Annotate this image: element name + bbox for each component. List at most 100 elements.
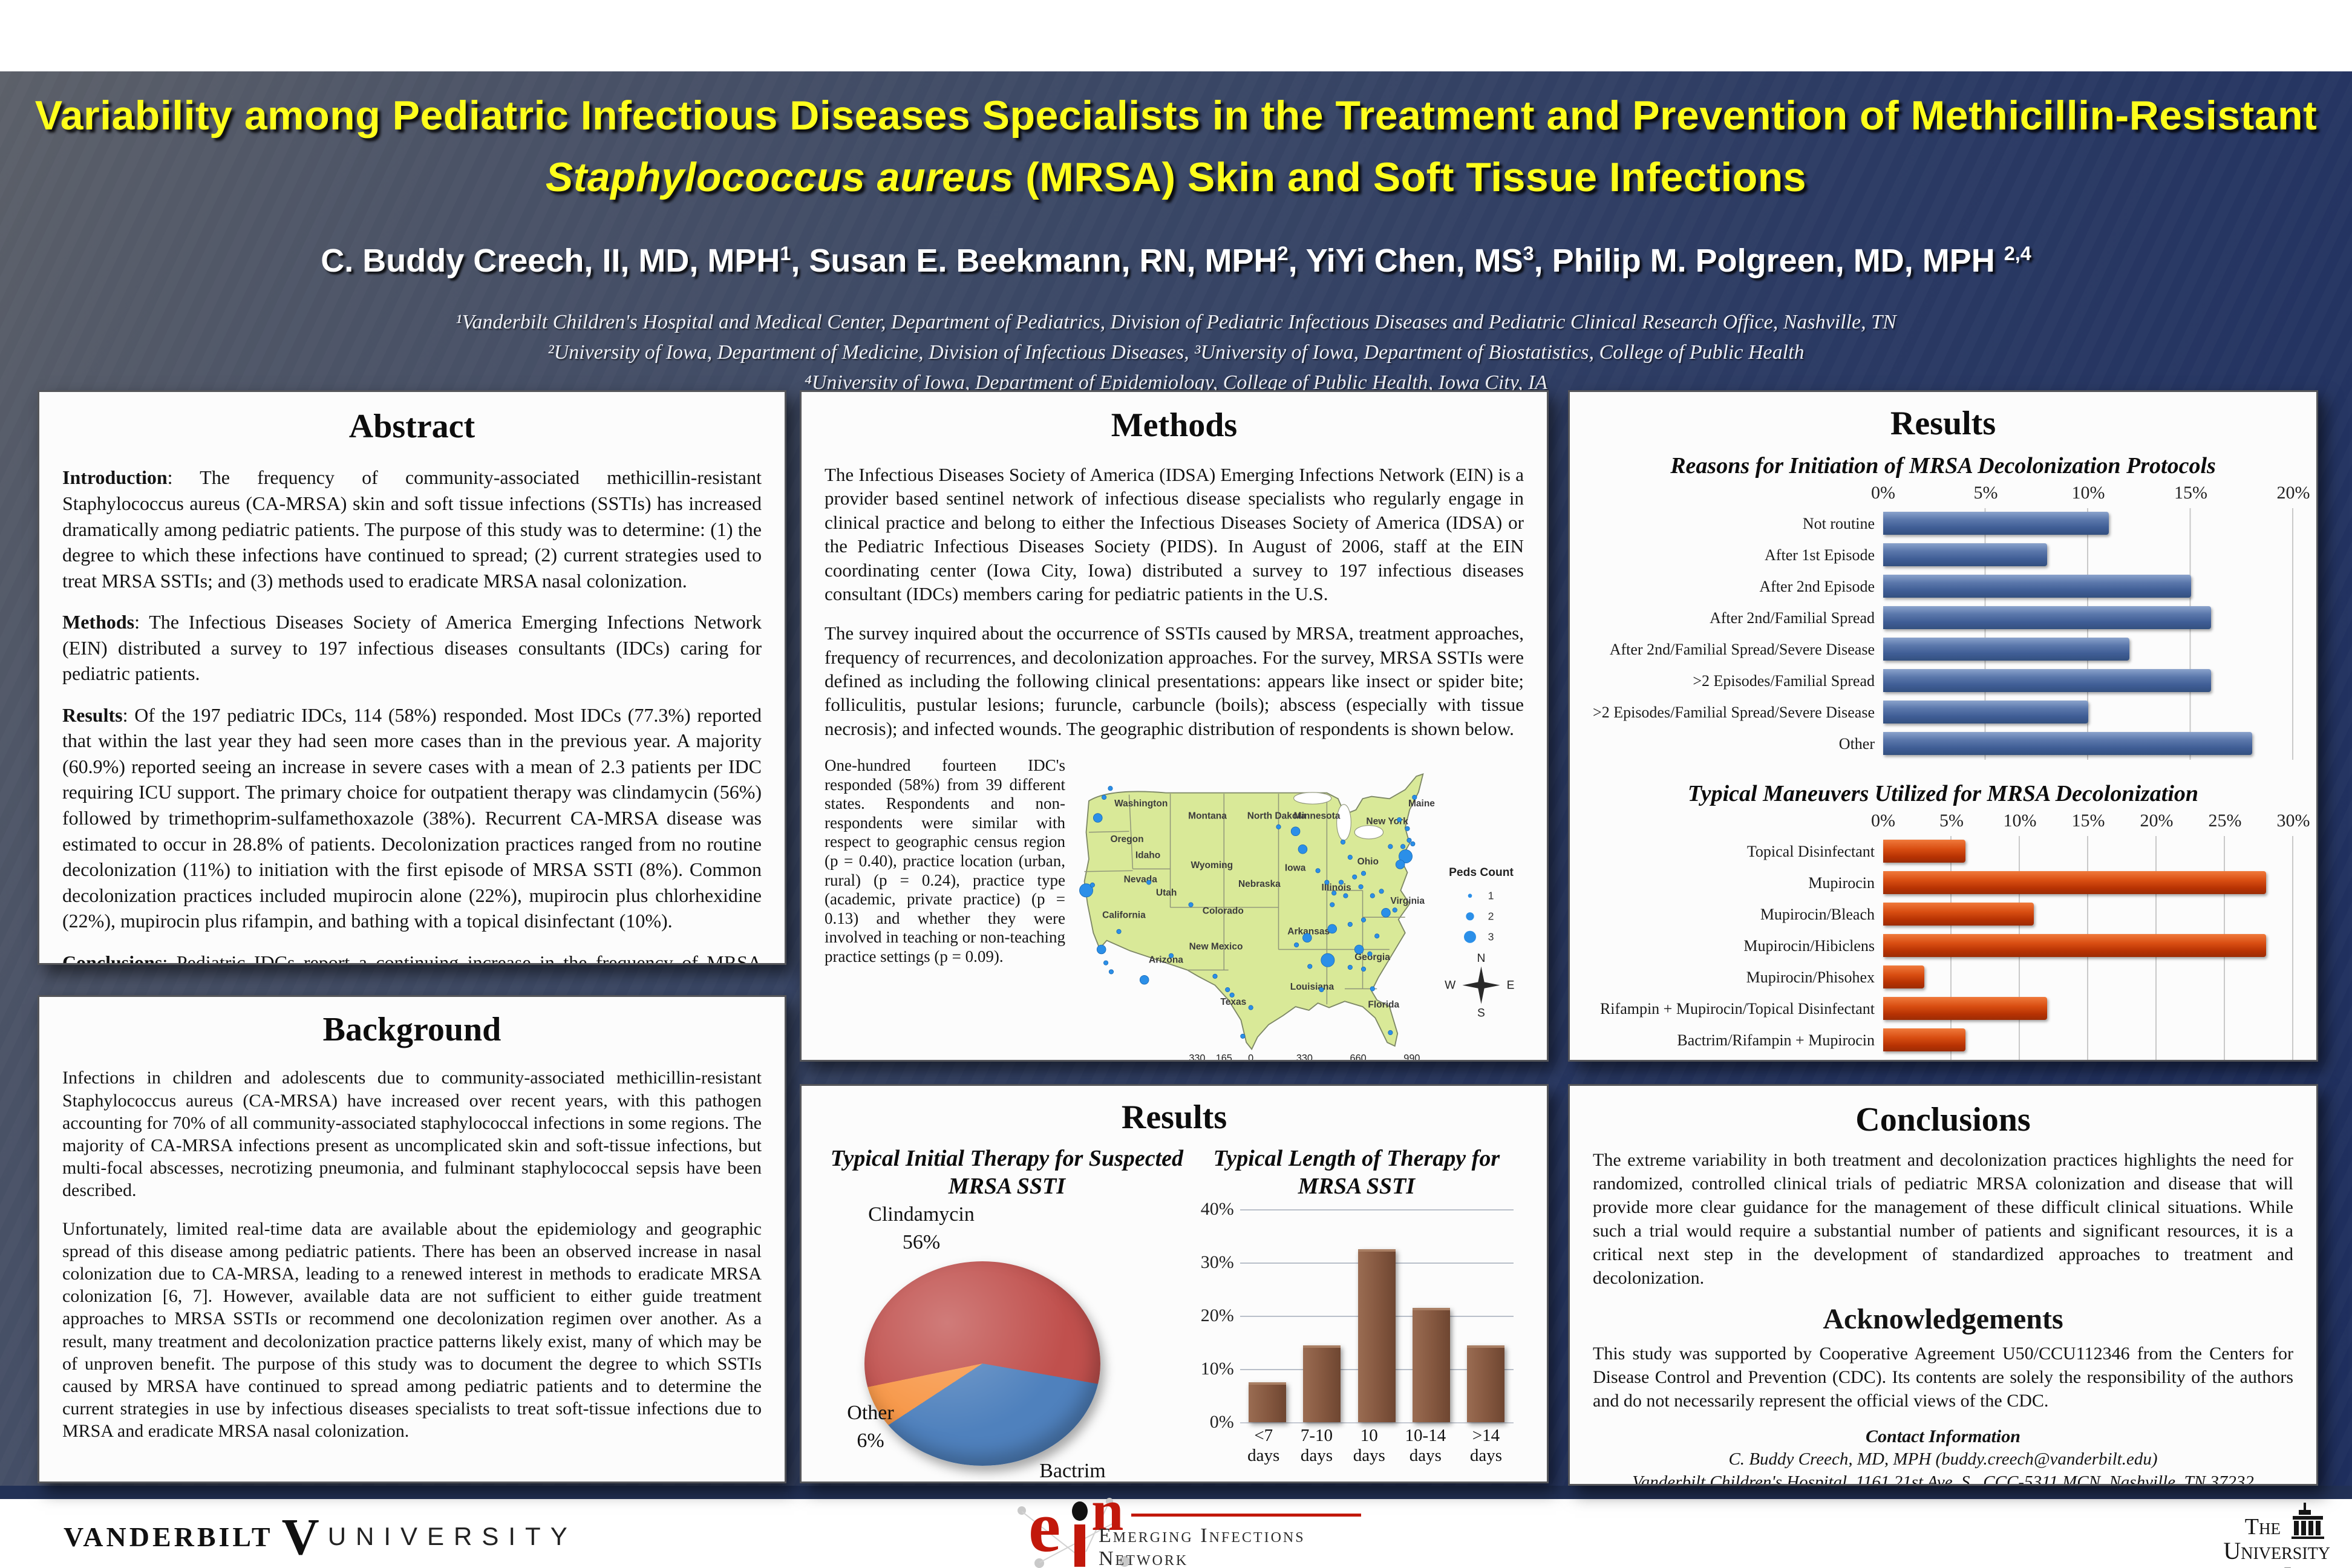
bar-not-routine xyxy=(1883,512,2109,535)
ein-letter-e: e xyxy=(1028,1486,1061,1567)
scale-bar: 3301650330660990Miles xyxy=(1189,1053,1420,1062)
svg-text:Louisiana: Louisiana xyxy=(1290,982,1334,992)
hbar1-title: Reasons for Initiation of MRSA Decoloniz… xyxy=(1670,453,2216,479)
svg-text:Wyoming: Wyoming xyxy=(1191,860,1233,871)
pie-label-bactrim: Bactrim 38% xyxy=(1039,1460,1106,1482)
affiliations: ¹Vanderbilt Children's Hospital and Medi… xyxy=(0,307,2352,398)
svg-text:330: 330 xyxy=(1189,1053,1205,1062)
svg-text:990: 990 xyxy=(1403,1053,1420,1062)
results-right-heading: Results xyxy=(1890,405,1996,442)
methods-panel: Methods The Infectious Diseases Society … xyxy=(800,390,1549,1062)
poster-title-line1: Variability among Pediatric Infectious D… xyxy=(34,93,2318,139)
svg-text:2: 2 xyxy=(1488,910,1494,923)
bar--2-episodes-familial-spread-severe-disease xyxy=(1883,701,2088,724)
svg-text:330: 330 xyxy=(1296,1053,1313,1062)
category-label: Rifampin + Mupirocin/Topical Disinfectan… xyxy=(1599,1000,1875,1018)
bar-mupirocin-bleach xyxy=(1883,903,2034,926)
pie-label-other: Other 6% xyxy=(847,1402,894,1452)
category-label: Mupirocin xyxy=(1808,874,1875,892)
bar--14-days xyxy=(1467,1345,1505,1422)
category-label: Not routine xyxy=(1802,515,1875,532)
state-borders xyxy=(1084,794,1405,1005)
old-capitol-icon xyxy=(2292,1503,2324,1539)
iowa-the: The xyxy=(2244,1514,2281,1540)
svg-text:Peds Count: Peds Count xyxy=(1449,866,1514,879)
svg-text:Idaho: Idaho xyxy=(1135,851,1160,861)
abstract-paragraphs: Introduction: The frequency of community… xyxy=(62,465,762,965)
vbar-plot: 40% 30% 20% 10% 0% xyxy=(1201,1199,1514,1432)
pie-chart xyxy=(864,1261,1100,1466)
svg-text:Oregon: Oregon xyxy=(1110,834,1143,844)
footer-separator xyxy=(0,1486,2352,1499)
svg-text:Iowa: Iowa xyxy=(1285,863,1306,873)
category-label: >14 days xyxy=(1469,1426,1503,1465)
acknowledgements-heading: Acknowledgements xyxy=(1823,1302,2063,1335)
category-label: Other xyxy=(1838,735,1875,753)
footer-band xyxy=(0,1499,2352,1568)
bar-rifampin-mupirocin-topical-disinfectant xyxy=(1883,997,2048,1020)
bar-10-days xyxy=(1357,1249,1396,1422)
paragraph: The survey inquired about the occurrence… xyxy=(825,622,1524,739)
svg-text:0: 0 xyxy=(1248,1053,1253,1062)
bar-other xyxy=(1883,1060,2211,1062)
contact-line2: Vanderbilt Children's Hospital, 1161 21s… xyxy=(1632,1472,2254,1486)
bar-bactrim-rifampin-mupirocin xyxy=(1883,1028,1965,1051)
svg-text:Minnesota: Minnesota xyxy=(1294,811,1341,822)
abstract-heading: Abstract xyxy=(348,408,475,445)
methods-paragraphs: The Infectious Diseases Society of Ameri… xyxy=(825,463,1524,740)
ein-letter-n: n xyxy=(1091,1478,1124,1543)
svg-text:New Mexico: New Mexico xyxy=(1189,942,1243,952)
category-label: Topical Disinfectant xyxy=(1746,843,1875,860)
svg-text:E: E xyxy=(1507,979,1515,992)
category-label: After 2nd/Familial Spread xyxy=(1710,609,1875,627)
results-middle-panel: Results Typical Initial Therapy for Susp… xyxy=(800,1084,1549,1483)
affiliation-line: ¹Vanderbilt Children's Hospital and Medi… xyxy=(456,311,1896,333)
affiliation-line: ²University of Iowa, Department of Medic… xyxy=(547,341,1805,364)
abstract-paragraph: Conclusions: Pediatric IDCs report a con… xyxy=(62,951,762,965)
pie-label-clindamycin: Clindamycin 56% xyxy=(868,1203,975,1253)
svg-text:Utah: Utah xyxy=(1156,888,1177,898)
acknowledgements-text: This study was supported by Cooperative … xyxy=(1593,1344,2293,1411)
category-label: After 1st Episode xyxy=(1765,546,1875,564)
pie-chart-title: Typical Initial Therapy for Suspected MR… xyxy=(830,1146,1184,1199)
svg-text:165: 165 xyxy=(1216,1053,1232,1062)
category-label: Bactrim/Rifampin + Mupirocin xyxy=(1677,1031,1875,1049)
svg-text:New York: New York xyxy=(1366,816,1408,826)
svg-text:Illinois: Illinois xyxy=(1321,883,1351,893)
svg-text:Texas: Texas xyxy=(1220,997,1246,1007)
background-paragraphs: Infections in children and adolescents d… xyxy=(62,1067,762,1442)
svg-text:Nevada: Nevada xyxy=(1124,875,1158,885)
title-italic-species: Staphylococcus aureus xyxy=(545,154,1014,200)
category-label: 7-10 days xyxy=(1300,1426,1333,1465)
category-label: Mupirocin/Hibiclens xyxy=(1743,937,1875,955)
category-label: After 2nd/Familial Spread/Severe Disease xyxy=(1609,641,1875,658)
iowa-logo: The University of Iowa xyxy=(2191,1501,2330,1568)
svg-text:Florida: Florida xyxy=(1368,1000,1399,1010)
respondent-dots xyxy=(1079,786,1417,1039)
category-label: After 2nd Episode xyxy=(1759,578,1875,595)
paragraph: The Infectious Diseases Society of Ameri… xyxy=(825,464,1524,604)
bar-after-2nd-familial-spread xyxy=(1883,606,2212,629)
authors: C. Buddy Creech, II, MD, MPH1, Susan E. … xyxy=(321,243,2031,279)
lake-michigan xyxy=(1336,804,1351,841)
ein-letter-i-dot xyxy=(1072,1501,1088,1521)
maneuvers-chart: 0% 5% 10% 15% 20% 25% 30% Topical Disinfectant M… xyxy=(1593,811,2310,1062)
svg-text:Nebraska: Nebraska xyxy=(1238,879,1281,889)
category-label: 10 days xyxy=(1353,1426,1385,1465)
vbar-category-labels: <7 days 7-10 days 10 days 10-14 days >14 day… xyxy=(1240,1426,1514,1466)
svg-text:S: S xyxy=(1477,1007,1485,1019)
axis-ticks: 0% 5% 10% 15% 20% 25% 30% xyxy=(1871,811,2310,831)
poster-title-line2: Staphylococcus aureus (MRSA) Skin and So… xyxy=(0,146,2352,208)
lake-erie xyxy=(1354,825,1384,840)
vanderbilt-v-icon: V xyxy=(281,1508,319,1566)
pie-chart-block: Typical Initial Therapy for Suspected MR… xyxy=(825,1143,1189,1482)
contact-line1: C. Buddy Creech, MD, MPH (buddy.creech@v… xyxy=(1728,1449,2158,1469)
iowa-of-iowa: of Iowa xyxy=(2191,1563,2330,1568)
svg-text:W: W xyxy=(1445,979,1456,992)
bar-after-2nd-episode xyxy=(1883,575,2191,598)
ein-red-rule xyxy=(1131,1514,1361,1517)
bar-topical-disinfectant xyxy=(1883,840,1965,863)
us-map-figure: Washington Montana North Dakota Minnesota Ma… xyxy=(1076,756,1524,1062)
